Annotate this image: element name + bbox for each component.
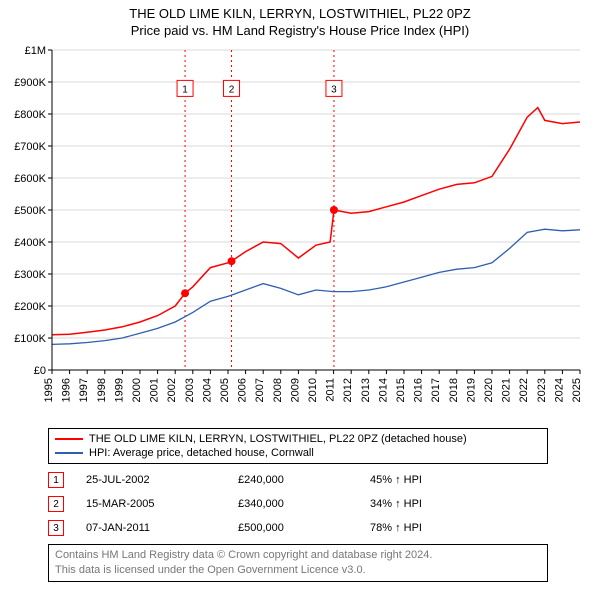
svg-text:£300K: £300K xyxy=(14,269,46,281)
svg-text:2004: 2004 xyxy=(201,378,213,402)
chart-title-address: THE OLD LIME KILN, LERRYN, LOSTWITHIEL, … xyxy=(6,6,594,21)
svg-text:1995: 1995 xyxy=(43,378,55,402)
footnote-pct: 45% ↑ HPI xyxy=(370,474,422,486)
attribution-line2: This data is licensed under the Open Gov… xyxy=(55,563,541,578)
svg-text:1: 1 xyxy=(182,84,188,95)
footnote-marker: 3 xyxy=(48,520,64,536)
svg-text:1999: 1999 xyxy=(113,378,125,402)
footnote-row: 1 25-JUL-2002 £240,000 45% ↑ HPI xyxy=(48,472,584,488)
footnote-date: 07-JAN-2011 xyxy=(86,522,216,534)
svg-text:1998: 1998 xyxy=(96,378,108,402)
svg-text:2005: 2005 xyxy=(219,378,231,402)
svg-text:2013: 2013 xyxy=(360,378,372,402)
svg-text:£600K: £600K xyxy=(14,173,46,185)
svg-text:2016: 2016 xyxy=(413,378,425,402)
footnote-date: 25-JUL-2002 xyxy=(86,474,216,486)
footnote-row: 2 15-MAR-2005 £340,000 34% ↑ HPI xyxy=(48,496,584,512)
attribution-line1: Contains HM Land Registry data © Crown c… xyxy=(55,548,541,563)
chart-title-desc: Price paid vs. HM Land Registry's House … xyxy=(6,23,594,38)
legend: THE OLD LIME KILN, LERRYN, LOSTWITHIEL, … xyxy=(48,428,548,464)
svg-text:2021: 2021 xyxy=(501,378,513,402)
footnote-price: £340,000 xyxy=(238,498,348,510)
svg-text:£100K: £100K xyxy=(14,333,46,345)
svg-text:2000: 2000 xyxy=(131,378,143,402)
svg-text:2008: 2008 xyxy=(272,378,284,402)
svg-text:2024: 2024 xyxy=(553,378,565,402)
legend-label: THE OLD LIME KILN, LERRYN, LOSTWITHIEL, … xyxy=(89,433,467,445)
footnote-row: 3 07-JAN-2011 £500,000 78% ↑ HPI xyxy=(48,520,584,536)
svg-text:£0: £0 xyxy=(34,365,46,377)
svg-text:2025: 2025 xyxy=(571,378,583,402)
chart-area: 1 2 3 £0 £100K £200K £300K £400K £500K £600K £700K… xyxy=(10,42,590,422)
legend-swatch xyxy=(55,438,83,440)
line-chart-svg: 1 2 3 £0 £100K £200K £300K £400K £500K £600K £700K… xyxy=(10,42,590,422)
svg-text:2014: 2014 xyxy=(377,378,389,402)
svg-text:£200K: £200K xyxy=(14,301,46,313)
footnote-pct: 34% ↑ HPI xyxy=(370,498,422,510)
footnote-marker: 1 xyxy=(48,472,64,488)
legend-row: THE OLD LIME KILN, LERRYN, LOSTWITHIEL, … xyxy=(55,432,541,446)
svg-text:£800K: £800K xyxy=(14,109,46,121)
footnote-price: £500,000 xyxy=(238,522,348,534)
svg-text:1996: 1996 xyxy=(61,378,73,402)
svg-text:2007: 2007 xyxy=(254,378,266,402)
svg-text:2023: 2023 xyxy=(536,378,548,402)
svg-text:£500K: £500K xyxy=(14,205,46,217)
footnotes-table: 1 25-JUL-2002 £240,000 45% ↑ HPI 2 15-MAR-200… xyxy=(48,472,584,536)
attribution: Contains HM Land Registry data © Crown c… xyxy=(48,544,548,582)
svg-text:2015: 2015 xyxy=(395,378,407,402)
svg-text:1997: 1997 xyxy=(78,378,90,402)
svg-text:2020: 2020 xyxy=(483,378,495,402)
svg-text:£900K: £900K xyxy=(14,77,46,89)
svg-text:2012: 2012 xyxy=(342,378,354,402)
footnote-price: £240,000 xyxy=(238,474,348,486)
svg-text:3: 3 xyxy=(331,84,337,95)
svg-text:£1M: £1M xyxy=(25,45,46,57)
chart-container: THE OLD LIME KILN, LERRYN, LOSTWITHIEL, … xyxy=(6,6,594,582)
svg-text:2001: 2001 xyxy=(149,378,161,402)
svg-text:2003: 2003 xyxy=(184,378,196,402)
svg-text:2009: 2009 xyxy=(289,378,301,402)
svg-text:£400K: £400K xyxy=(14,237,46,249)
svg-text:2: 2 xyxy=(229,84,235,95)
svg-text:2018: 2018 xyxy=(448,378,460,402)
title-block: THE OLD LIME KILN, LERRYN, LOSTWITHIEL, … xyxy=(6,6,594,38)
legend-label: HPI: Average price, detached house, Corn… xyxy=(89,447,314,459)
footnote-date: 15-MAR-2005 xyxy=(86,498,216,510)
svg-text:2022: 2022 xyxy=(518,378,530,402)
svg-text:2006: 2006 xyxy=(237,378,249,402)
svg-text:2017: 2017 xyxy=(430,378,442,402)
legend-row: HPI: Average price, detached house, Corn… xyxy=(55,446,541,460)
svg-text:2002: 2002 xyxy=(166,378,178,402)
svg-text:2010: 2010 xyxy=(307,378,319,402)
legend-swatch xyxy=(55,452,83,454)
footnote-pct: 78% ↑ HPI xyxy=(370,522,422,534)
footnote-marker: 2 xyxy=(48,496,64,512)
svg-text:2011: 2011 xyxy=(325,378,337,402)
svg-text:2019: 2019 xyxy=(465,378,477,402)
svg-text:£700K: £700K xyxy=(14,141,46,153)
